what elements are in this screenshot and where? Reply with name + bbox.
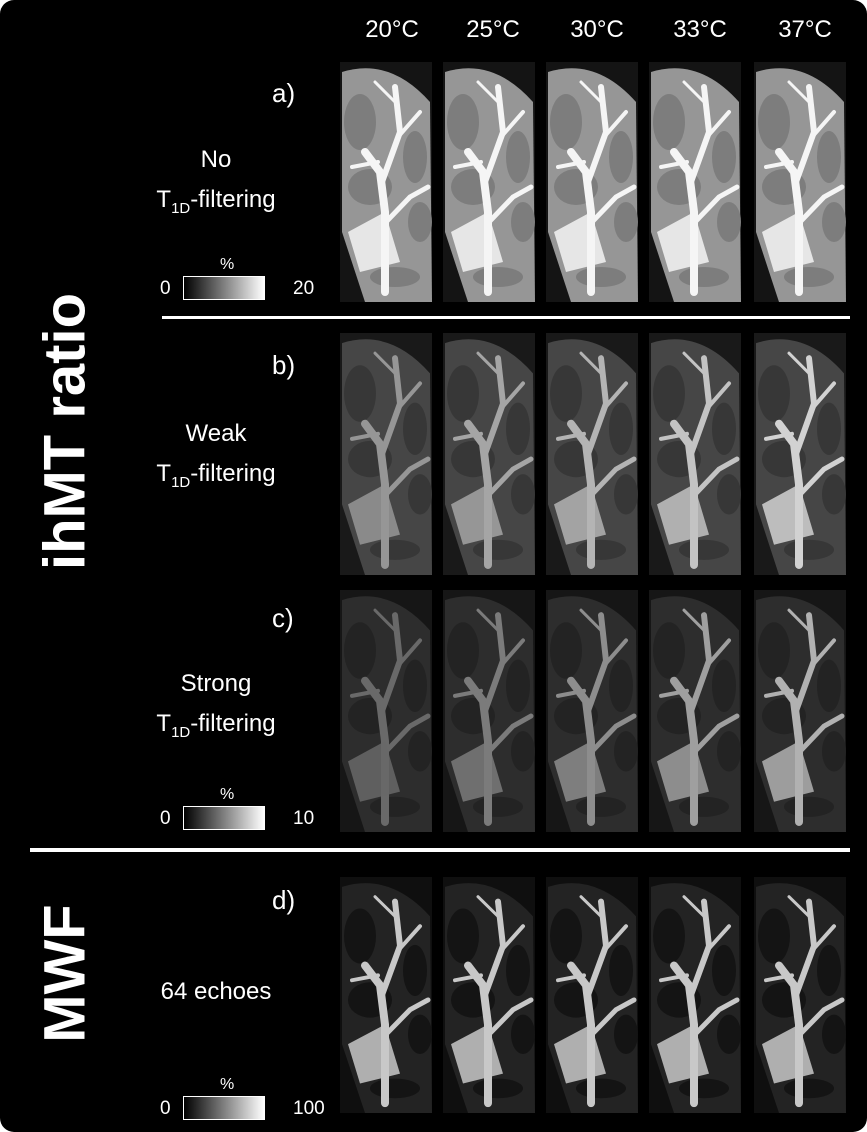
colorbar-min: 0 [160, 808, 171, 829]
t: T [156, 460, 172, 487]
colorbar-mwf: 0 % 100 [160, 1076, 330, 1122]
colorbar-ihmt-no-filter: 0 % 20 [160, 256, 330, 302]
condition-line1: No [200, 146, 232, 173]
mri-image-row3-col2 [443, 590, 535, 832]
mri-image-row3-col3 [546, 590, 638, 832]
panel-letter-d: d) [272, 885, 296, 915]
colorbar-gradient [183, 276, 265, 300]
mri-image-row2-col2 [443, 333, 535, 575]
sub: 1D [171, 723, 191, 741]
group-divider [30, 848, 850, 852]
rest: -filtering [190, 710, 276, 737]
rest: -filtering [190, 186, 276, 213]
colorbar-gradient [183, 806, 265, 830]
mri-image-row2-col3 [546, 333, 638, 575]
mri-image-row1-col1 [340, 62, 432, 302]
mri-image-row4-col5 [754, 877, 846, 1113]
mri-image-row3-col5 [754, 590, 846, 832]
condition-line1: 64 echoes [160, 978, 272, 1005]
mri-image-row4-col3 [546, 877, 638, 1113]
mri-image-row1-col5 [754, 62, 846, 302]
column-header-33c: 33°C [673, 16, 727, 43]
column-header-20c: 20°C [365, 16, 419, 43]
column-header-25c: 25°C [466, 16, 520, 43]
panel-letter-a: a) [272, 78, 296, 108]
mri-image-row3-col1 [340, 590, 432, 832]
sub: 1D [171, 473, 191, 491]
column-header-37c: 37°C [778, 16, 832, 43]
colorbar-gradient [183, 1096, 265, 1120]
sub: 1D [171, 199, 191, 217]
colorbar-unit: % [220, 786, 235, 803]
condition-line2: T1D-filtering [116, 454, 316, 503]
mri-image-row4-col1 [340, 877, 432, 1113]
colorbar-unit: % [220, 1076, 235, 1093]
t: T [156, 186, 172, 213]
colorbar-ihmt-filtered: 0 % 10 [160, 786, 330, 832]
colorbar-max: 100 [293, 1098, 325, 1119]
mri-image-row1-col3 [546, 62, 638, 302]
panel-letter-b: b) [272, 350, 296, 380]
mri-image-row4-col4 [649, 877, 741, 1113]
panel-letter-c: c) [272, 603, 294, 633]
colorbar-min: 0 [160, 1098, 171, 1119]
condition-label-a: No T1D-filtering [116, 140, 316, 229]
mri-image-row4-col2 [443, 877, 535, 1113]
mri-image-row2-col1 [340, 333, 432, 575]
colorbar-unit: % [220, 256, 235, 273]
condition-line2: T1D-filtering [116, 704, 316, 753]
column-header-30c: 30°C [570, 16, 624, 43]
group-label-ihmt-ratio: ihMT ratio [32, 292, 98, 571]
colorbar-min: 0 [160, 278, 171, 299]
condition-line1: Strong [180, 670, 252, 697]
group-label-mwf: MWF [32, 904, 98, 1043]
condition-line2: T1D-filtering [116, 180, 316, 229]
colorbar-max: 20 [293, 278, 315, 299]
mri-image-row2-col4 [649, 333, 741, 575]
rest: -filtering [190, 460, 276, 487]
colorbar-max: 10 [293, 808, 315, 829]
condition-label-d: 64 echoes [116, 972, 316, 1012]
mri-image-row1-col4 [649, 62, 741, 302]
condition-label-b: Weak T1D-filtering [116, 414, 316, 503]
mri-image-row1-col2 [443, 62, 535, 302]
mri-image-row3-col4 [649, 590, 741, 832]
condition-line1: Weak [185, 420, 247, 447]
row-divider [162, 316, 850, 319]
mri-image-row2-col5 [754, 333, 846, 575]
t: T [156, 710, 172, 737]
condition-label-c: Strong T1D-filtering [116, 664, 316, 753]
